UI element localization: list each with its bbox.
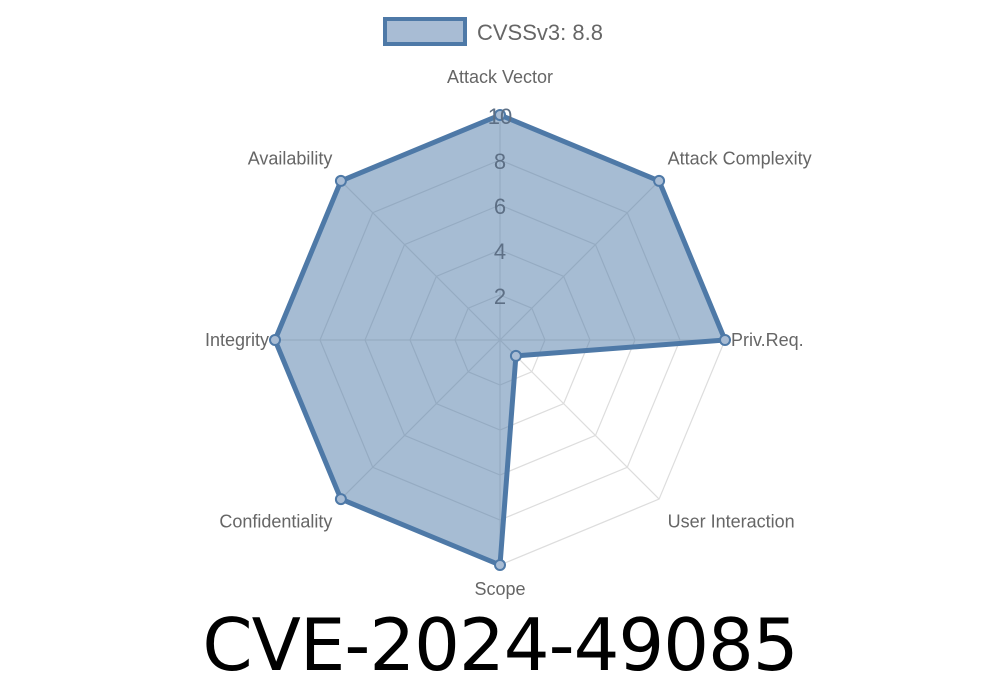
axis-label: Availability	[248, 148, 333, 168]
axis-line	[499, 339, 660, 500]
axis-label: Attack Complexity	[668, 148, 812, 168]
data-point	[334, 174, 347, 187]
data-point	[334, 493, 347, 506]
data-point	[653, 174, 666, 187]
legend-swatch	[383, 17, 467, 46]
axis-label: Confidentiality	[219, 512, 332, 532]
data-point	[494, 109, 506, 121]
legend: CVSSv3: 8.8	[383, 17, 603, 46]
axis-label: Scope	[474, 579, 525, 599]
tick-label: 4	[494, 239, 506, 264]
tick-label: 6	[494, 194, 506, 219]
data-point	[719, 334, 731, 346]
legend-label: CVSSv3: 8.8	[477, 20, 603, 45]
tick-label: 10	[488, 104, 512, 129]
axis-label: Priv.Req.	[731, 330, 804, 350]
data-point	[269, 334, 281, 346]
data-point	[494, 559, 506, 571]
data-point	[509, 349, 522, 362]
tick-label: 8	[494, 149, 506, 174]
axis-label: Attack Vector	[447, 67, 553, 87]
axis-label: User Interaction	[668, 512, 795, 532]
axis-label: Integrity	[205, 330, 269, 350]
tick-label: 2	[494, 284, 506, 309]
cve-title: CVE-2024-49085	[202, 603, 798, 687]
